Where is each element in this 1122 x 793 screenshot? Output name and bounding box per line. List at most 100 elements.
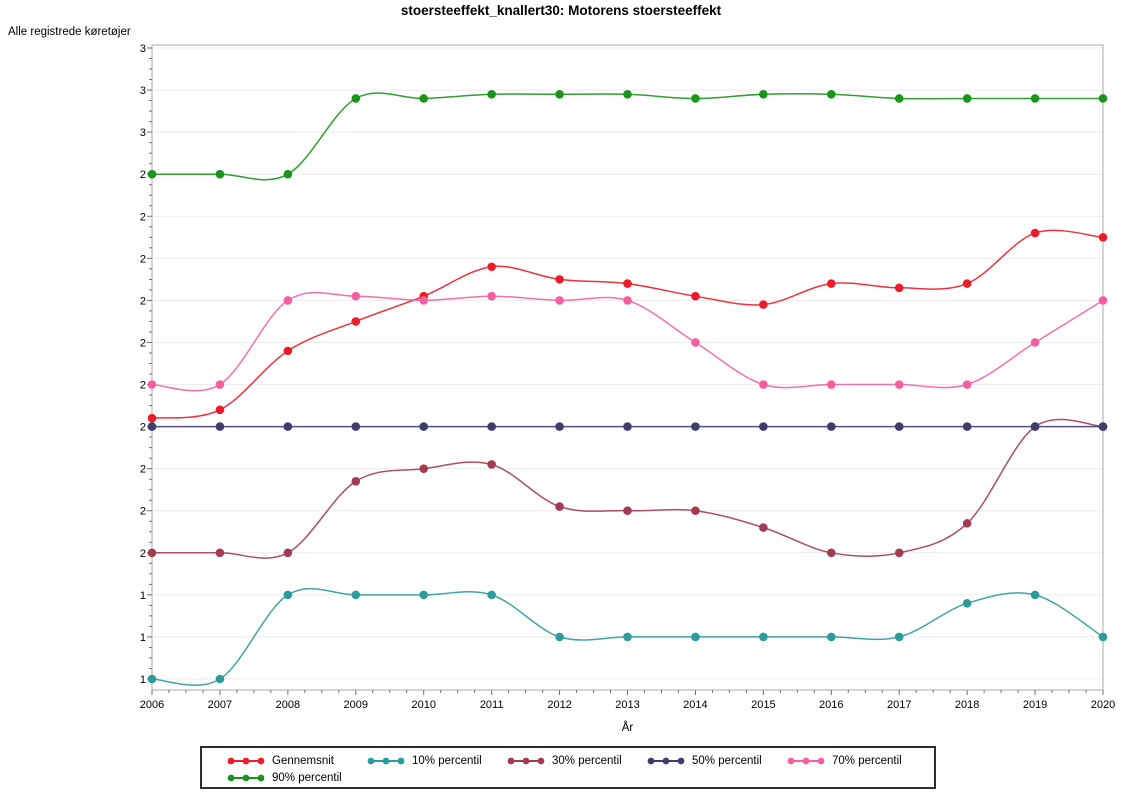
- data-point: [962, 598, 972, 608]
- data-point: [962, 279, 972, 288]
- legend-marker-icon: [507, 757, 545, 764]
- data-point: [283, 346, 293, 356]
- data-point: [691, 338, 700, 347]
- x-tick-label: 2015: [751, 699, 775, 711]
- x-tick-label: 2013: [615, 699, 639, 711]
- data-point: [1098, 632, 1108, 642]
- data-point: [759, 89, 768, 99]
- plot-frame: [151, 44, 1104, 691]
- data-point: [147, 380, 157, 389]
- y-tick-label: 2: [140, 253, 146, 265]
- data-point: [351, 422, 361, 431]
- legend-marker-icon: [647, 757, 685, 764]
- y-tick-label: 3: [140, 127, 146, 139]
- legend-entry: 50% percentil: [646, 752, 786, 769]
- x-tick-label: 2016: [819, 699, 843, 711]
- data-point: [555, 422, 564, 431]
- y-tick-label: 2: [140, 548, 146, 560]
- data-point: [1030, 422, 1040, 431]
- data-point: [351, 476, 361, 486]
- data-point: [147, 674, 157, 684]
- data-point: [351, 590, 361, 600]
- data-point: [1098, 94, 1108, 103]
- data-point: [419, 94, 429, 103]
- data-point: [419, 296, 429, 305]
- x-tick-label: 2007: [208, 699, 232, 711]
- data-point: [759, 300, 768, 309]
- series-line-70-percentil: [151, 291, 1104, 392]
- data-point: [623, 506, 632, 516]
- data-point: [487, 590, 496, 600]
- legend-entry: 70% percentil: [786, 752, 926, 769]
- y-tick-label: 2: [140, 337, 146, 349]
- legend-marker-icon: [227, 757, 265, 764]
- y-tick-label: 2: [140, 169, 146, 181]
- y-tick-label: 1: [140, 674, 146, 686]
- legend-entry: 10% percentil: [366, 752, 506, 769]
- legend-entry: 90% percentil: [226, 769, 366, 786]
- data-point: [623, 89, 632, 99]
- x-tick-label: 2006: [140, 699, 164, 711]
- y-tick-label: 2: [140, 464, 146, 476]
- data-point: [826, 632, 836, 642]
- data-point: [419, 590, 429, 600]
- data-point: [283, 422, 293, 431]
- legend-entry: 30% percentil: [506, 752, 646, 769]
- data-point: [894, 548, 904, 558]
- y-tick-label: 3: [140, 85, 146, 97]
- data-point: [759, 632, 768, 642]
- data-point: [283, 169, 293, 179]
- data-point: [555, 502, 564, 511]
- data-point: [147, 422, 157, 431]
- x-tick-label: 2012: [547, 699, 571, 711]
- data-point: [351, 317, 361, 326]
- data-point: [826, 422, 836, 431]
- data-point: [487, 291, 496, 301]
- data-point: [962, 422, 972, 431]
- chart-title: stoersteeffekt_knallert30: Motorens stoe…: [400, 3, 722, 18]
- y-tick-label: 2: [140, 506, 146, 518]
- data-point: [826, 380, 836, 389]
- data-point: [759, 380, 768, 389]
- data-point: [1098, 422, 1108, 431]
- legend-marker-icon: [787, 757, 825, 764]
- data-point: [419, 464, 429, 473]
- data-point: [1030, 338, 1040, 347]
- legend-box: Gennemsnit 10% percentil 30% percentil 50% …: [200, 746, 936, 789]
- legend-marker-icon: [227, 774, 265, 781]
- y-axis-label: Alle registrede køretøjer: [8, 26, 131, 38]
- series-line-90-percentil: [152, 92, 1103, 181]
- legend-label: 10% percentil: [412, 754, 482, 767]
- legend-entry: Gennemsnit: [226, 752, 366, 769]
- data-point: [555, 275, 564, 284]
- y-tick-label: 2: [140, 422, 146, 434]
- data-point: [1098, 233, 1108, 242]
- data-point: [623, 296, 632, 305]
- data-point: [826, 279, 836, 288]
- legend-marker-icon: [367, 757, 405, 764]
- data-point: [691, 632, 700, 642]
- y-tick-label: 2: [140, 380, 146, 392]
- x-axis-label: År: [622, 721, 634, 734]
- data-point: [487, 460, 496, 469]
- x-tick-label: 2008: [276, 699, 300, 711]
- data-point: [487, 262, 496, 272]
- y-tick-label: 2: [140, 295, 146, 307]
- data-point: [623, 279, 632, 288]
- data-point: [283, 548, 293, 558]
- data-point: [894, 422, 904, 431]
- data-point: [215, 548, 225, 558]
- data-point: [826, 548, 836, 558]
- data-point: [283, 590, 293, 600]
- data-point: [691, 291, 700, 301]
- data-point: [1030, 590, 1040, 600]
- x-tick-label: 2020: [1091, 699, 1115, 711]
- data-point: [894, 632, 904, 642]
- data-point: [215, 380, 225, 389]
- data-point: [962, 380, 972, 389]
- data-point: [147, 548, 157, 558]
- data-point: [147, 413, 157, 423]
- data-point: [962, 94, 972, 103]
- data-point: [691, 94, 700, 103]
- data-point: [962, 519, 972, 528]
